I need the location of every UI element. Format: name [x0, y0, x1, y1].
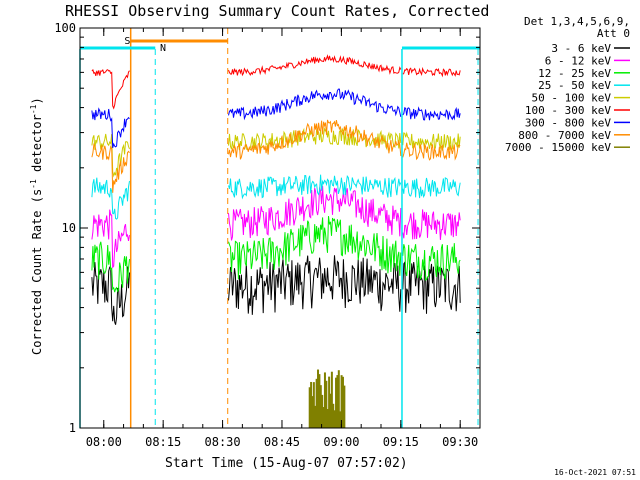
x-tick-label: 08:00 [86, 435, 122, 449]
legend-header-line-2: Att 0 [597, 27, 630, 40]
x-axis-label: Start Time (15-Aug-07 07:57:02) [165, 456, 408, 471]
series-12-25-kev [91, 216, 461, 293]
y-tick-label: 100 [54, 21, 76, 35]
series-trace [91, 174, 461, 220]
series-50-100-kev [91, 126, 461, 178]
x-tick-label: 08:45 [264, 435, 300, 449]
night-label: N [160, 43, 166, 54]
series-trace [91, 88, 461, 149]
series-trace [91, 216, 461, 293]
y-axis-label: Corrected Count Rate (s-1 detector-1) [29, 97, 44, 355]
x-tick-label: 08:15 [145, 435, 181, 449]
series-trace [91, 255, 461, 325]
footer-date: 16-Oct-2021 07:51 [554, 468, 636, 477]
legend-label: 800 - 7000 keV [518, 129, 611, 142]
series-7000-15000-kev [308, 369, 346, 428]
series-3-6-kev [91, 255, 461, 325]
y-tick-label: 10 [62, 221, 76, 235]
legend-header-line-1: Det 1,3,4,5,6,9, [524, 15, 630, 28]
series-trace [91, 126, 461, 178]
x-tick-label: 09:00 [323, 435, 359, 449]
x-tick-label: 08:30 [205, 435, 241, 449]
legend-label: 300 - 800 keV [525, 116, 611, 129]
chart-title: RHESSI Observing Summary Count Rates, Co… [65, 2, 489, 20]
x-axis: 08:00 08:15 08:30 08:45 09:00 09:15 09:30 [86, 28, 478, 449]
y-axis: 1 10 100 [54, 21, 480, 435]
series-trace [91, 54, 461, 110]
y-tick-label: 1 [69, 421, 76, 435]
legend-label: 25 - 50 keV [538, 79, 611, 92]
legend-label: 50 - 100 keV [532, 92, 612, 105]
legend-label: 6 - 12 keV [545, 54, 612, 67]
legend-label: 3 - 6 keV [551, 42, 611, 55]
legend-label: 12 - 25 keV [538, 67, 611, 80]
legend-label: 7000 - 15000 keV [505, 141, 611, 154]
plot-area: SN [79, 28, 480, 428]
series-25-50-kev [91, 174, 461, 220]
series-800-7000-kev [91, 119, 461, 193]
markers: SN [79, 28, 480, 428]
plot-frame [79, 27, 481, 429]
series-300-800-kev [91, 88, 461, 149]
x-tick-label: 09:15 [383, 435, 419, 449]
series-trace [91, 119, 461, 193]
legend-label: 100 - 300 keV [525, 104, 611, 117]
saa-label: S [124, 36, 130, 47]
series-100-300-kev [91, 54, 461, 110]
x-tick-label: 09:30 [442, 435, 478, 449]
